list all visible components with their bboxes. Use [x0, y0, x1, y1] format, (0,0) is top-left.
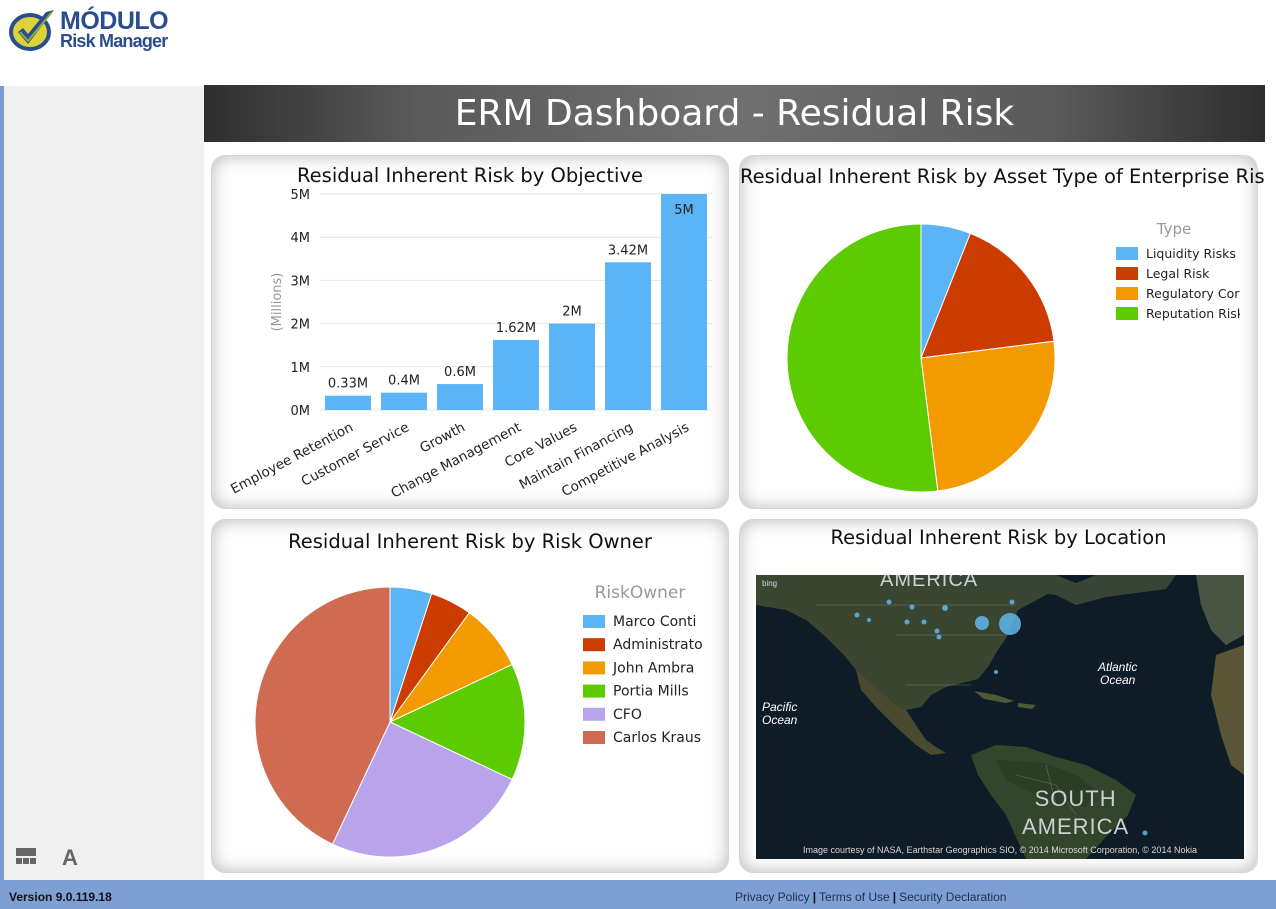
legend-swatch	[583, 707, 605, 721]
legend: Liquidity Risks Legal Risk Regulatory Cor R…	[1116, 246, 1245, 321]
legend-title: Type	[1156, 220, 1191, 238]
map-label-line: Ocean	[1100, 673, 1136, 687]
legend-label: Portia Mills	[613, 684, 689, 700]
bar-data-label: 2M	[562, 305, 582, 320]
panel-title: Residual Inherent Risk by Location	[830, 526, 1167, 549]
map-label-pacific: Pacific Ocean	[762, 701, 797, 727]
bar-data-label: 5M	[674, 203, 694, 218]
panel-title: Residual Inherent Risk by Risk Owner	[288, 530, 652, 553]
map-label-atlantic: Atlantic Ocean	[1098, 661, 1137, 687]
bar-data-label: 1.62M	[496, 321, 536, 336]
bar-data-label: 3.42M	[608, 243, 648, 258]
location-map[interactable]: bing AMERICA SOUTH AMERICA Atlantic Ocea…	[756, 575, 1244, 859]
y-tick-label: 0M	[291, 404, 311, 419]
legend-swatch	[583, 638, 605, 652]
panel-title: Residual Inherent Risk by Asset Type of …	[740, 165, 1276, 188]
left-edge-bar	[0, 86, 4, 880]
legend-swatch	[1116, 267, 1138, 280]
product-name: Risk Manager	[60, 31, 168, 51]
legend-swatch	[583, 615, 605, 628]
legend-swatch	[583, 684, 605, 698]
panel-risk-by-owner: Residual Inherent Risk by Risk Owner Ris…	[211, 519, 729, 873]
pie-slice	[254, 586, 391, 845]
y-tick-label: 4M	[291, 231, 311, 246]
map-label-line: AMERICA	[1022, 814, 1130, 839]
footer-links: Privacy Policy | Terms of Use | Security Dec…	[735, 890, 1006, 904]
legend-label: Carlos Kraus	[613, 730, 701, 746]
pie-slice	[920, 340, 1056, 492]
panel-risk-by-asset-type: Residual Inherent Risk by Asset Type of …	[739, 155, 1276, 509]
legend-label: John Ambra	[612, 660, 694, 676]
y-axis-label: (Millions)	[270, 273, 285, 332]
terms-of-use-link[interactable]: Terms of Use	[819, 890, 890, 904]
legend-label: Administrato	[613, 637, 703, 653]
legend-label: Reputation Risk	[1146, 306, 1245, 321]
legend-label: Regulatory Cor	[1146, 286, 1240, 301]
map-label-line: SOUTH	[1034, 786, 1117, 811]
pie-slice	[331, 721, 513, 858]
legend-swatch	[1116, 287, 1138, 300]
bar	[605, 262, 651, 410]
legend-swatch	[583, 731, 605, 744]
risk-owner-pie-chart: RiskOwner Marco Conti Administrato John Amb…	[254, 583, 703, 858]
y-tick-label: 1M	[291, 361, 311, 376]
legend-swatch	[1116, 247, 1138, 260]
map-label-south-america: SOUTH AMERICA	[1022, 785, 1129, 841]
pie-slice	[786, 223, 939, 493]
security-declaration-link[interactable]: Security Declaration	[899, 890, 1007, 904]
right-edge	[1265, 86, 1276, 880]
legend-label: Marco Conti	[613, 614, 696, 630]
bar-data-label: 0.4M	[388, 374, 420, 389]
bing-logo-icon: bing	[762, 579, 778, 588]
legend-swatch	[1116, 307, 1138, 320]
panel-title: Residual Inherent Risk by Objective	[296, 164, 643, 187]
pie-slice	[388, 663, 526, 781]
map-label-line: Pacific	[762, 700, 798, 714]
bar	[381, 392, 427, 410]
legend: Marco Conti Administrato John Ambra Portia …	[583, 614, 703, 746]
footer: Version 9.0.119.18 Privacy Policy | Terms …	[0, 880, 1276, 909]
modulo-logo[interactable]: MÓDULO Risk Manager	[8, 6, 208, 56]
map-imagery	[756, 575, 1244, 859]
location-bubbles	[854, 599, 1148, 836]
bar	[325, 395, 371, 410]
brand-name: MÓDULO	[60, 7, 169, 35]
bar	[437, 384, 483, 410]
font-size-icon[interactable]: A	[62, 845, 78, 870]
bar-data-label: 0.33M	[328, 377, 368, 392]
link-separator: |	[892, 890, 897, 904]
legend-swatch	[583, 661, 605, 675]
bar	[661, 194, 707, 410]
panel-risk-by-location: Residual Inherent Risk by Location	[739, 519, 1258, 873]
checkmark-logo-icon	[9, 10, 54, 51]
sidebar: A	[4, 86, 204, 880]
bar	[549, 323, 595, 410]
legend-label: Legal Risk	[1146, 266, 1210, 281]
bar	[493, 340, 539, 410]
version-label: Version 9.0.119.18	[9, 890, 112, 904]
privacy-policy-link[interactable]: Privacy Policy	[735, 890, 810, 904]
layout-grid-icon	[16, 848, 36, 864]
bar-data-label: 0.6M	[444, 365, 476, 380]
map-attribution: Image courtesy of NASA, Earthstar Geogra…	[803, 845, 1197, 855]
map-label-line: Atlantic	[1098, 660, 1138, 674]
y-tick-label: 3M	[291, 274, 311, 289]
y-tick-label: 2M	[291, 318, 311, 333]
layout-icon[interactable]	[14, 846, 38, 870]
legend-label: CFO	[613, 707, 642, 723]
asset-type-pie-chart: Type Liquidity Risks Legal Risk Regulatory …	[786, 220, 1245, 493]
dashboard-title: ERM Dashboard - Residual Risk	[204, 85, 1265, 142]
map-label-north-america: AMERICA	[880, 575, 979, 591]
map-label-line: Ocean	[762, 713, 798, 727]
y-tick-label: 5M	[291, 188, 311, 203]
legend-title: RiskOwner	[595, 583, 686, 603]
pie-slice	[920, 232, 1055, 359]
legend-label: Liquidity Risks	[1146, 246, 1236, 261]
link-separator: |	[812, 890, 817, 904]
panel-risk-by-objective: Residual Inherent Risk by Objective 0M 1M…	[211, 155, 729, 509]
